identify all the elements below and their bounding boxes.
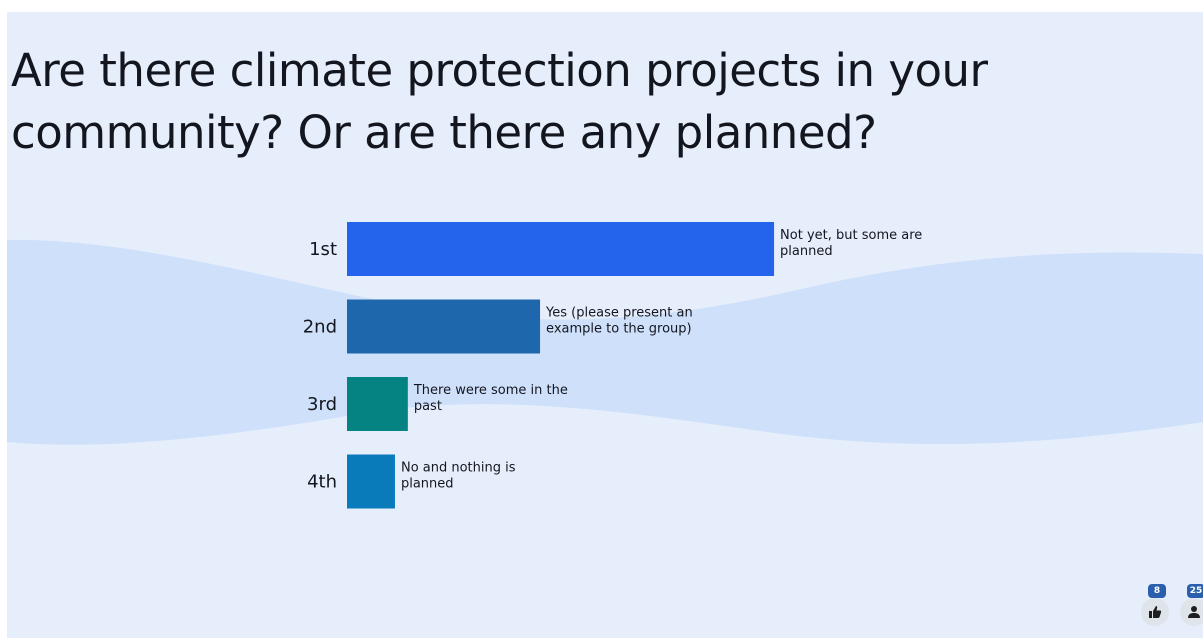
participants-count: 25 [1187,584,1203,598]
slide-title: Are there climate protection projects in… [11,44,988,159]
result-bar-3 [347,377,408,431]
bar-option-label-2: Yes (please present an example to the gro… [545,306,693,337]
results-bar-chart: 1st Not yet, but some are planned 2nd Yes (p… [303,222,922,509]
result-bar-2 [347,299,541,354]
bar-option-label-4: No and nothing is planned [401,461,516,492]
presentation-slide: Are there climate protection projects in… [7,12,1203,638]
person-icon [1188,606,1200,618]
thumbs-up-button[interactable] [1141,598,1169,626]
likes-count: 8 [1148,584,1166,598]
participants-button[interactable] [1180,598,1203,626]
participants-indicator[interactable]: 25 [1180,584,1203,626]
bar-option-label-1: Not yet, but some are planned [780,228,922,259]
result-bar-1 [347,222,775,276]
result-bar-4 [347,454,395,509]
like-reaction[interactable]: 8 [1141,584,1171,626]
bar-option-label-3: There were some in the past [413,383,568,414]
wave-background [7,239,1203,445]
rank-label-3: 3rd [307,394,337,415]
rank-label-1: 1st [309,239,337,260]
rank-label-4: 4th [307,472,337,493]
thumbs-up-icon [1149,606,1162,618]
rank-label-2: 2nd [303,317,337,338]
